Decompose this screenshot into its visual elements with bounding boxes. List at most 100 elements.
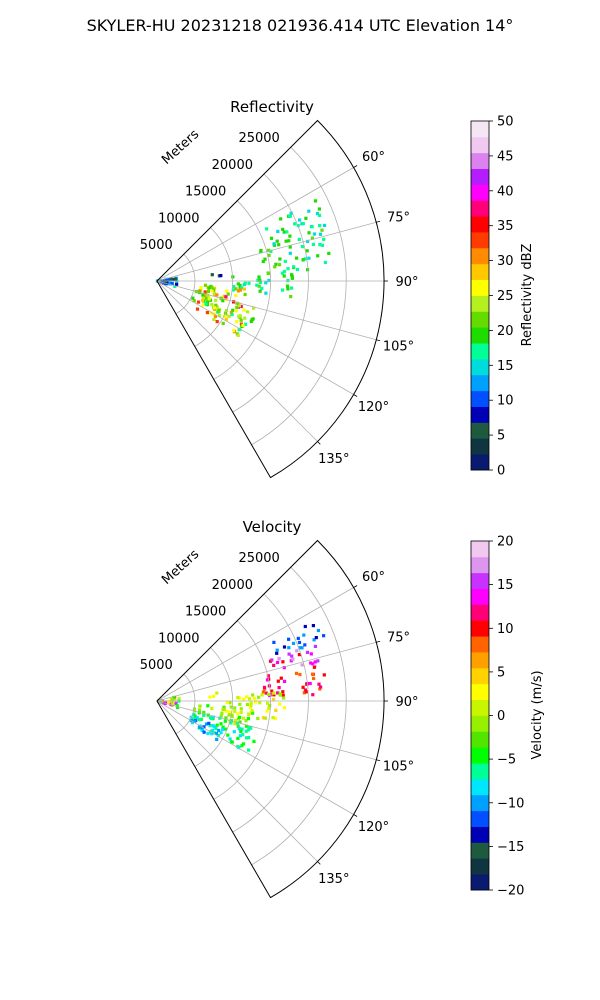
radar-gate [248, 705, 252, 709]
radar-gate [316, 659, 320, 663]
range-tick-label: 10000 [158, 212, 199, 227]
radar-gate [281, 227, 285, 231]
radar-gate [170, 703, 174, 707]
radar-gate [198, 289, 202, 293]
radar-gate [239, 318, 243, 322]
colorbar-outline [470, 120, 490, 471]
radar-gate [224, 716, 228, 720]
colorbar-tick-label: 10 [497, 622, 514, 637]
radar-gate [158, 698, 162, 703]
radar-gate [157, 279, 161, 283]
radar-gate [157, 699, 161, 703]
radar-gate [267, 706, 271, 710]
radar-gate [305, 682, 309, 686]
radar-gate [300, 222, 304, 226]
radar-gate [235, 721, 240, 725]
radar-gate [318, 224, 322, 228]
radar-gate [206, 285, 210, 289]
radar-gate [288, 234, 292, 238]
radar-gate [156, 279, 160, 283]
colorbar-band [471, 858, 489, 875]
radar-gate [211, 715, 215, 719]
colorbar-band [471, 343, 489, 360]
colorbar-outline [470, 540, 490, 891]
azimuth-tick [353, 394, 358, 397]
radar-gate [310, 236, 314, 240]
azimuth-tick [376, 339, 381, 342]
radar-gate [320, 228, 324, 232]
radar-gate [203, 283, 208, 287]
azimuth-gridline [156, 700, 318, 862]
radar-gate [286, 279, 290, 283]
colorbar-band [471, 168, 489, 185]
colorbar-band [471, 556, 489, 574]
radar-gate [227, 314, 231, 318]
radar-gate [224, 308, 229, 313]
radar-gate [298, 218, 302, 222]
azimuth-tick-label: 75° [387, 630, 410, 645]
radar-gate [198, 704, 202, 708]
radar-gate [205, 302, 210, 306]
radar-gate [295, 649, 299, 653]
colorbar-tick-label: 50 [497, 115, 514, 130]
colorbar-band [471, 620, 489, 637]
radar-gate [230, 312, 234, 317]
radar-gate [254, 700, 258, 704]
radar-gate [275, 239, 279, 243]
radar-gate [198, 718, 202, 722]
radar-gate [214, 731, 219, 736]
colorbar-band [471, 541, 489, 558]
reflectivity-title: Reflectivity [230, 98, 314, 116]
radar-gate [159, 700, 163, 704]
radar-gate [233, 706, 237, 710]
azimuth-tick-label: 90° [395, 695, 418, 710]
colorbar-band [471, 715, 489, 732]
radar-gate [268, 704, 272, 708]
radar-gate [160, 699, 164, 703]
radar-gate [310, 225, 314, 229]
radar-gate [281, 660, 285, 664]
radar-gate [215, 691, 219, 695]
radar-gate [270, 689, 274, 693]
range-ring [213, 620, 271, 800]
radar-gate [192, 707, 197, 711]
radar-gate [247, 712, 251, 716]
radar-gate [210, 303, 214, 307]
radar-gate [305, 249, 309, 253]
azimuth-tick [353, 165, 358, 168]
radar-gate [163, 280, 168, 284]
radar-gate [233, 709, 237, 713]
radar-gate [239, 710, 243, 714]
radar-gate [313, 660, 317, 664]
radar-gate [260, 693, 264, 697]
radar-gate [234, 287, 238, 291]
radar-gate [311, 672, 315, 676]
radar-gate [287, 646, 291, 650]
radar-gate [300, 663, 304, 667]
radar-gate [311, 624, 315, 628]
velocity-range-label: Meters [159, 547, 202, 588]
radar-gate [258, 701, 262, 705]
radar-gate [232, 285, 236, 289]
colorbar-band [471, 454, 489, 471]
radar-gate [315, 212, 320, 216]
radar-gate [303, 688, 307, 692]
radar-gate [173, 277, 178, 281]
radar-gate [162, 281, 166, 285]
radar-gate [286, 267, 290, 271]
radar-gate [195, 307, 200, 311]
radar-gate [296, 636, 300, 640]
radar-gate [287, 652, 291, 656]
radar-gate [267, 253, 271, 257]
azimuth-gridline [156, 221, 377, 282]
radar-gate [294, 671, 299, 675]
radar-gate [214, 298, 218, 302]
radar-gate [242, 282, 246, 287]
azimuth-tick-label: 60° [362, 150, 385, 165]
radar-gate [256, 716, 260, 721]
radar-gate [212, 731, 216, 735]
reflectivity-range-label: Meters [159, 127, 202, 168]
radar-gate [213, 286, 217, 290]
radar-gate [311, 662, 315, 666]
radar-gate [234, 293, 238, 298]
